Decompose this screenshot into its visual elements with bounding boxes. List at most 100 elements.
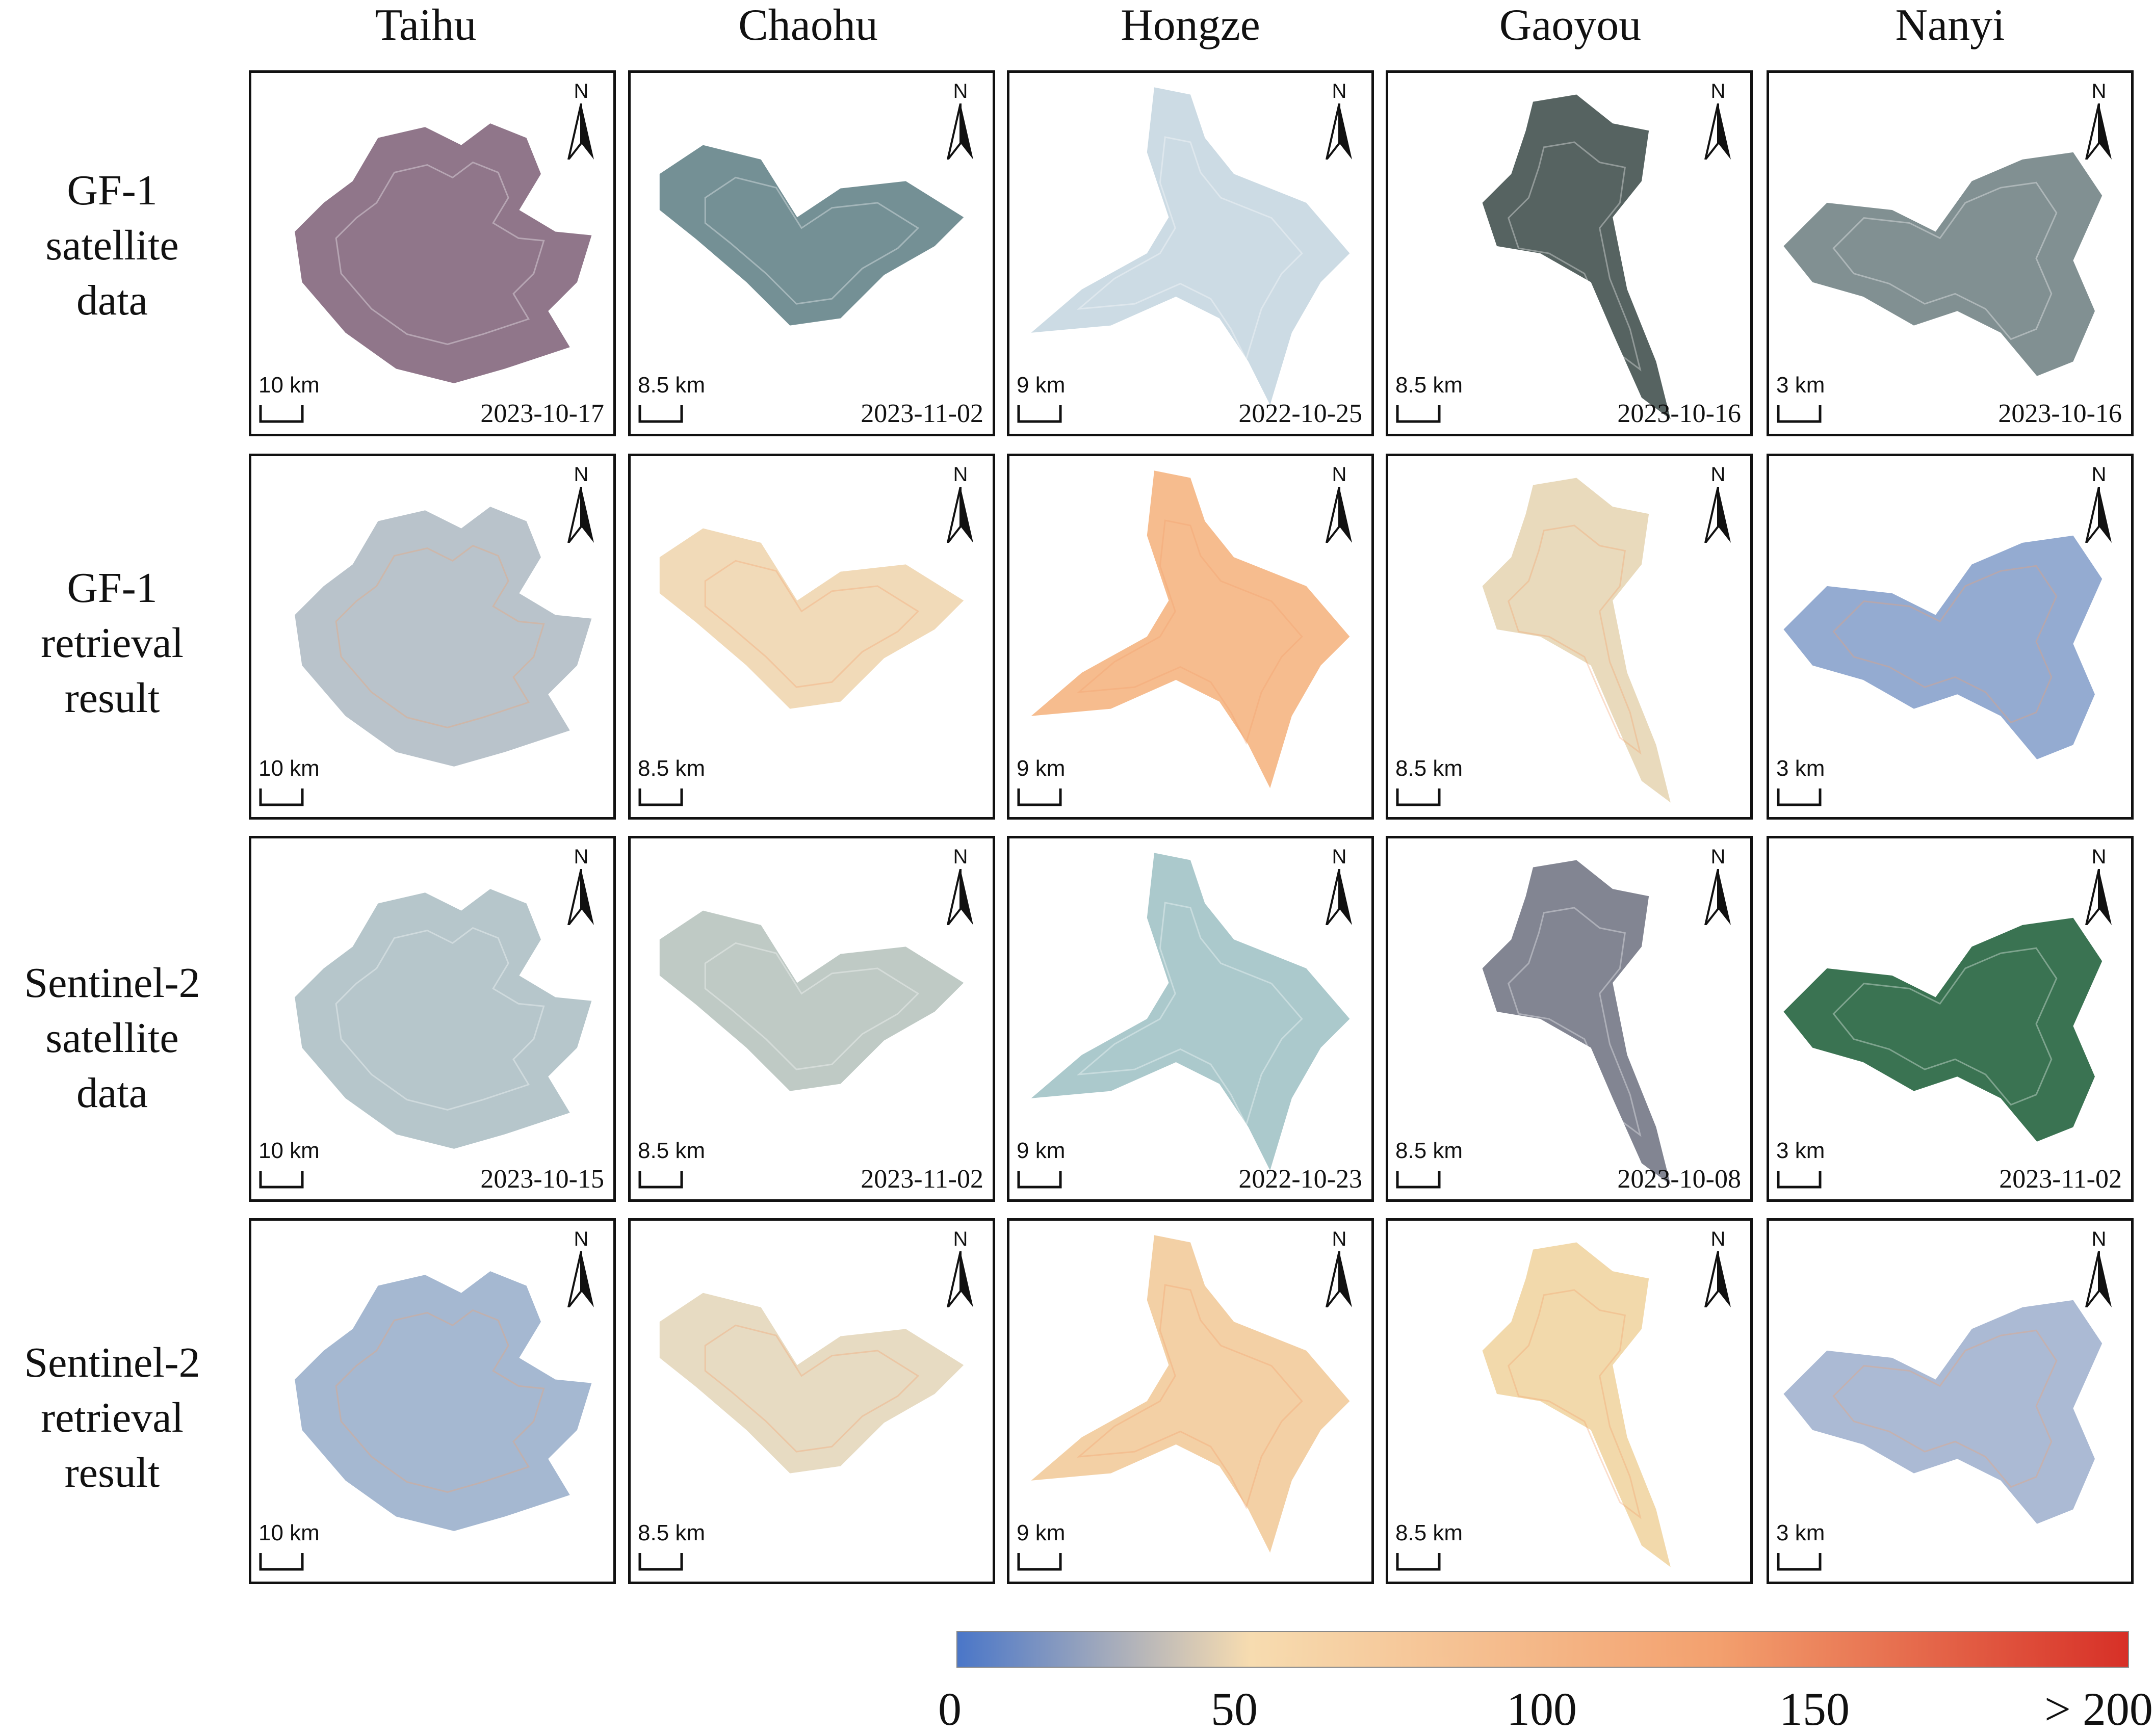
north-arrow-icon: N [1700,1228,1736,1314]
north-label: N [574,463,589,486]
row-head-gf1-satellite: GF-1 satellite data [0,163,224,328]
lake-texture [1508,907,1642,1137]
row-head-line: satellite [45,1014,179,1062]
scale-bar-shape [638,788,683,806]
scale-bar-label: 8.5 km [638,1138,706,1163]
scale-bar: 8.5 km [638,373,705,424]
scale-bar: 3 km [1776,756,1825,807]
north-arrow-icon: N [2081,1228,2117,1314]
lake-image [1783,152,2103,376]
lake-image [1031,470,1350,788]
map-panel-s2-retrieval-chaohu: N 8.5 km [628,1218,995,1584]
row-head-line: result [64,1449,160,1496]
lake-image [1783,535,2103,759]
lake-shape [1031,1235,1350,1553]
lake-texture [335,544,545,728]
acquisition-date: 2022-10-23 [1238,1165,1362,1194]
north-arrow-icon: N [563,1228,599,1314]
row-head-line: Sentinel-2 [24,1339,200,1386]
map-panel-gf1-retrieval-chaohu: N 8.5 km [628,454,995,820]
scale-bar-shape [1396,788,1441,806]
lake-image [659,910,964,1091]
acquisition-date: 2023-10-08 [1617,1165,1741,1194]
scale-bar-label: 9 km [1017,756,1066,781]
scale-bar-shape [1777,405,1822,423]
legend-tick: > 200 [2044,1683,2153,1735]
lake-texture [1832,181,2058,340]
north-arrow-icon: N [2081,846,2117,932]
lake-texture [1076,902,1303,1127]
scale-bar-shape [259,788,304,806]
scale-bar-shape [1396,1171,1441,1189]
scale-bar-label: 9 km [1017,1138,1066,1163]
lake-shape [295,889,592,1149]
scale-bar: 8.5 km [1395,756,1463,807]
lake-image [1482,94,1671,419]
map-panel-gf1-retrieval-taihu: N 10 km [249,454,616,820]
north-arrow-shape [2085,869,2112,925]
scale-bar-label: 10 km [258,373,320,398]
map-panel-gf1-satellite-chaohu: N 8.5 km 2023-11-02 [628,70,995,436]
col-head-gaoyou: Gaoyou [1499,1,1642,50]
scale-bar-label: 8.5 km [638,756,706,781]
lake-texture [1508,1289,1642,1519]
lake-image [295,507,592,767]
north-label: N [574,1228,589,1250]
legend-color-bar [956,1631,2129,1668]
map-panel-s2-retrieval-gaoyou: N 8.5 km [1386,1218,1753,1584]
col-head-hongze: Hongze [1121,1,1260,50]
lake-texture [1832,947,2058,1106]
north-label: N [1710,1228,1726,1250]
north-label: N [2091,846,2107,868]
scale-bar: 9 km [1017,373,1065,424]
north-label: N [1332,80,1347,102]
north-arrow-icon: N [1700,463,1736,550]
scale-bar-shape [1396,405,1441,423]
map-panel-s2-satellite-taihu: N 10 km 2023-10-15 [249,836,616,1202]
lake-shape [659,910,964,1091]
legend-tick: 100 [1507,1683,1577,1735]
row-head-line: retrieval [41,619,184,667]
lake-shape [1783,152,2103,376]
scale-bar-label: 3 km [1776,1520,1825,1545]
row-head-line: Sentinel-2 [24,959,200,1007]
lake-shape [1031,87,1350,405]
north-label: N [1332,846,1347,868]
lake-image [295,1271,592,1531]
legend-tick: 150 [1779,1683,1850,1735]
row-head-line: data [76,277,148,324]
lake-texture [1076,1284,1303,1510]
row-head-line: data [76,1069,148,1117]
lake-image [295,123,592,383]
scale-bar-label: 9 km [1017,1520,1066,1545]
scale-bar-shape [259,405,304,423]
north-arrow-icon: N [563,80,599,167]
scale-bar-shape [1017,788,1062,806]
north-arrow-shape [567,103,594,160]
lake-texture [335,161,545,345]
map-panel-gf1-retrieval-gaoyou: N 8.5 km [1386,454,1753,820]
scale-bar: 8.5 km [638,1520,705,1571]
north-arrow-icon: N [1321,463,1357,550]
row-head-line: retrieval [41,1394,184,1441]
lake-texture [704,560,920,688]
scale-bar-shape [1777,788,1822,806]
col-head-chaohu: Chaohu [738,1,878,50]
scale-bar-label: 10 km [258,1520,320,1545]
north-arrow-shape [1704,869,1731,925]
north-arrow-icon: N [943,846,978,932]
lake-shape [1482,1242,1671,1567]
north-arrow-icon: N [1321,846,1357,932]
lake-shape [659,1293,964,1474]
map-panel-s2-satellite-hongze: N 9 km 2022-10-23 [1007,836,1374,1202]
scale-bar-shape [1396,1553,1441,1571]
scale-bar-label: 3 km [1776,756,1825,781]
map-panel-s2-retrieval-nanyi: N 3 km [1767,1218,2134,1584]
scale-bar: 8.5 km [638,756,705,807]
north-arrow-icon: N [1700,846,1736,932]
acquisition-date: 2023-10-17 [480,399,604,428]
north-label: N [574,80,589,102]
north-arrow-shape [1704,1251,1731,1307]
scale-bar-shape [638,1553,683,1571]
north-arrow-shape [567,1251,594,1307]
